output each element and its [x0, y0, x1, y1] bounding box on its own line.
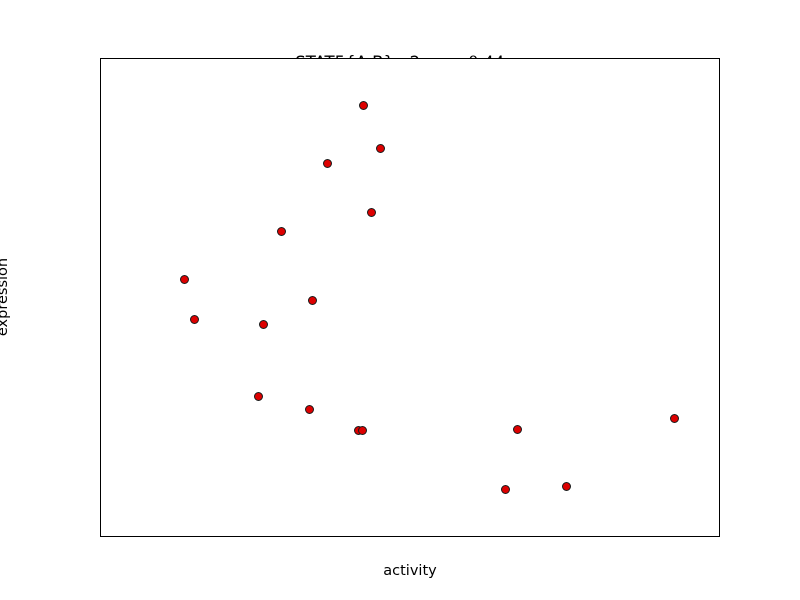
y-axis-label: expression	[0, 257, 11, 337]
data-point	[323, 158, 333, 168]
x-axis-label: activity	[383, 563, 437, 579]
data-point	[375, 143, 385, 153]
data-point	[562, 481, 572, 491]
data-point	[308, 295, 318, 305]
plot-axes	[100, 58, 720, 537]
data-point	[190, 314, 200, 324]
data-point	[501, 485, 511, 495]
data-point	[358, 100, 368, 110]
data-point	[366, 208, 376, 218]
data-point	[179, 275, 189, 285]
data-point	[669, 414, 679, 424]
data-point	[512, 424, 522, 434]
data-points-layer	[101, 59, 719, 536]
data-point	[254, 392, 264, 402]
data-point	[277, 226, 287, 236]
data-point	[304, 405, 314, 415]
data-point	[259, 320, 269, 330]
data-point	[357, 425, 367, 435]
